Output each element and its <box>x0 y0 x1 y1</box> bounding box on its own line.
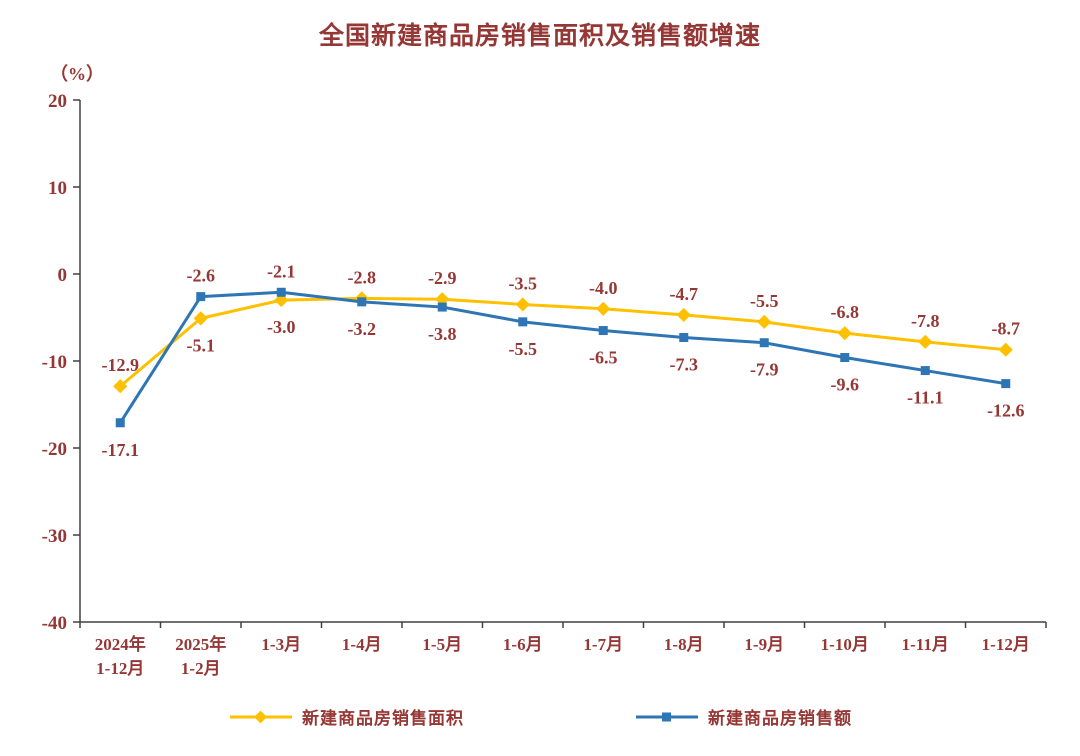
data-label: -3.2 <box>348 319 377 339</box>
y-axis-tick-label: -20 <box>42 439 67 460</box>
data-label: -6.5 <box>589 348 618 368</box>
data-label: -7.9 <box>750 360 779 380</box>
data-label: -5.5 <box>509 339 538 359</box>
y-axis-unit-label: （%） <box>50 64 104 84</box>
series-line-0 <box>119 296 1006 388</box>
square-marker <box>1001 379 1011 389</box>
x-axis-label: 1-8月 <box>664 635 704 654</box>
square-marker <box>598 326 608 336</box>
data-label: -5.5 <box>750 291 779 311</box>
data-label: -3.0 <box>267 317 296 337</box>
line-chart-canvas: 20 10 0 -10 -20 -30 -40 2024年 1-12月 2025年 1-2月 1-3月… <box>42 91 1047 678</box>
data-label: -11.1 <box>907 388 944 408</box>
data-label: -4.7 <box>670 284 699 304</box>
x-axis-label: 1-7月 <box>583 635 623 654</box>
legend-square-line-icon <box>636 712 698 721</box>
y-axis-tick-label: -40 <box>42 613 67 634</box>
data-label: -12.9 <box>102 355 140 375</box>
diamond-marker <box>918 334 933 349</box>
legend-label-sales-amount: 新建商品房销售额 <box>708 709 852 728</box>
y-axis-tick-label: -10 <box>42 352 67 373</box>
x-axis-label: 2025年 1-2月 <box>175 634 226 678</box>
data-label: -3.8 <box>428 324 457 344</box>
x-axis-label: 1-9月 <box>744 635 784 654</box>
data-label: -3.5 <box>509 273 538 293</box>
legend-diamond-marker <box>254 710 267 723</box>
y-axis-tick-label: 10 <box>48 178 67 199</box>
x-axis-label: 1-12月 <box>982 635 1030 654</box>
y-axis-tick-label: -30 <box>42 526 67 547</box>
square-marker <box>196 292 206 302</box>
square-marker <box>840 353 850 363</box>
y-axis-tick-label: 20 <box>48 91 67 112</box>
x-axis-label: 1-11月 <box>902 635 949 654</box>
data-label: -2.9 <box>428 268 457 288</box>
square-marker <box>357 297 367 307</box>
square-marker <box>679 333 689 343</box>
diamond-marker <box>837 326 852 341</box>
data-label: -12.6 <box>987 401 1025 421</box>
square-marker <box>437 302 447 312</box>
square-marker <box>759 338 769 348</box>
data-label: -8.7 <box>992 319 1021 339</box>
data-label: -4.0 <box>589 278 618 298</box>
x-axis-label: 1-3月 <box>261 635 301 654</box>
diamond-marker <box>676 307 691 322</box>
data-label: -2.8 <box>348 267 377 287</box>
x-axis-label: 1-4月 <box>342 635 382 654</box>
chart-legend: 新建商品房销售面积 新建商品房销售额 <box>0 704 1080 729</box>
square-marker <box>518 317 528 327</box>
diamond-marker <box>998 342 1013 357</box>
series-line-1 <box>118 290 1006 424</box>
data-label: -6.8 <box>831 302 860 322</box>
legend-square-marker <box>662 712 671 721</box>
square-marker <box>920 366 930 376</box>
square-marker <box>115 418 125 428</box>
data-label: -7.3 <box>670 355 699 375</box>
x-axis-label: 1-5月 <box>422 635 462 654</box>
y-axis-tick-label: 0 <box>58 265 68 286</box>
diamond-marker <box>193 311 208 326</box>
legend-item-sales-area[interactable]: 新建商品房销售面积 <box>228 704 464 729</box>
data-label: -17.1 <box>102 440 140 460</box>
data-label: -2.1 <box>267 261 296 281</box>
legend-label-sales-area: 新建商品房销售面积 <box>302 709 464 728</box>
data-label: -7.8 <box>911 311 940 331</box>
x-axis-label: 1-6月 <box>503 635 543 654</box>
data-label: -9.6 <box>831 375 860 395</box>
diamond-marker <box>596 301 611 316</box>
diamond-marker <box>757 314 772 329</box>
data-label: -5.1 <box>187 335 216 355</box>
diamond-marker <box>515 297 530 312</box>
square-marker <box>276 287 286 297</box>
diamond-marker <box>113 379 128 394</box>
legend-diamond-line-icon <box>230 710 292 723</box>
x-axis-label: 2024年 1-12月 <box>95 634 146 678</box>
x-axis-label: 1-10月 <box>821 635 869 654</box>
legend-item-sales-amount[interactable]: 新建商品房销售额 <box>634 704 852 729</box>
data-label: -2.6 <box>187 266 216 286</box>
chart-title: 全国新建商品房销售面积及销售额增速 <box>318 22 761 50</box>
